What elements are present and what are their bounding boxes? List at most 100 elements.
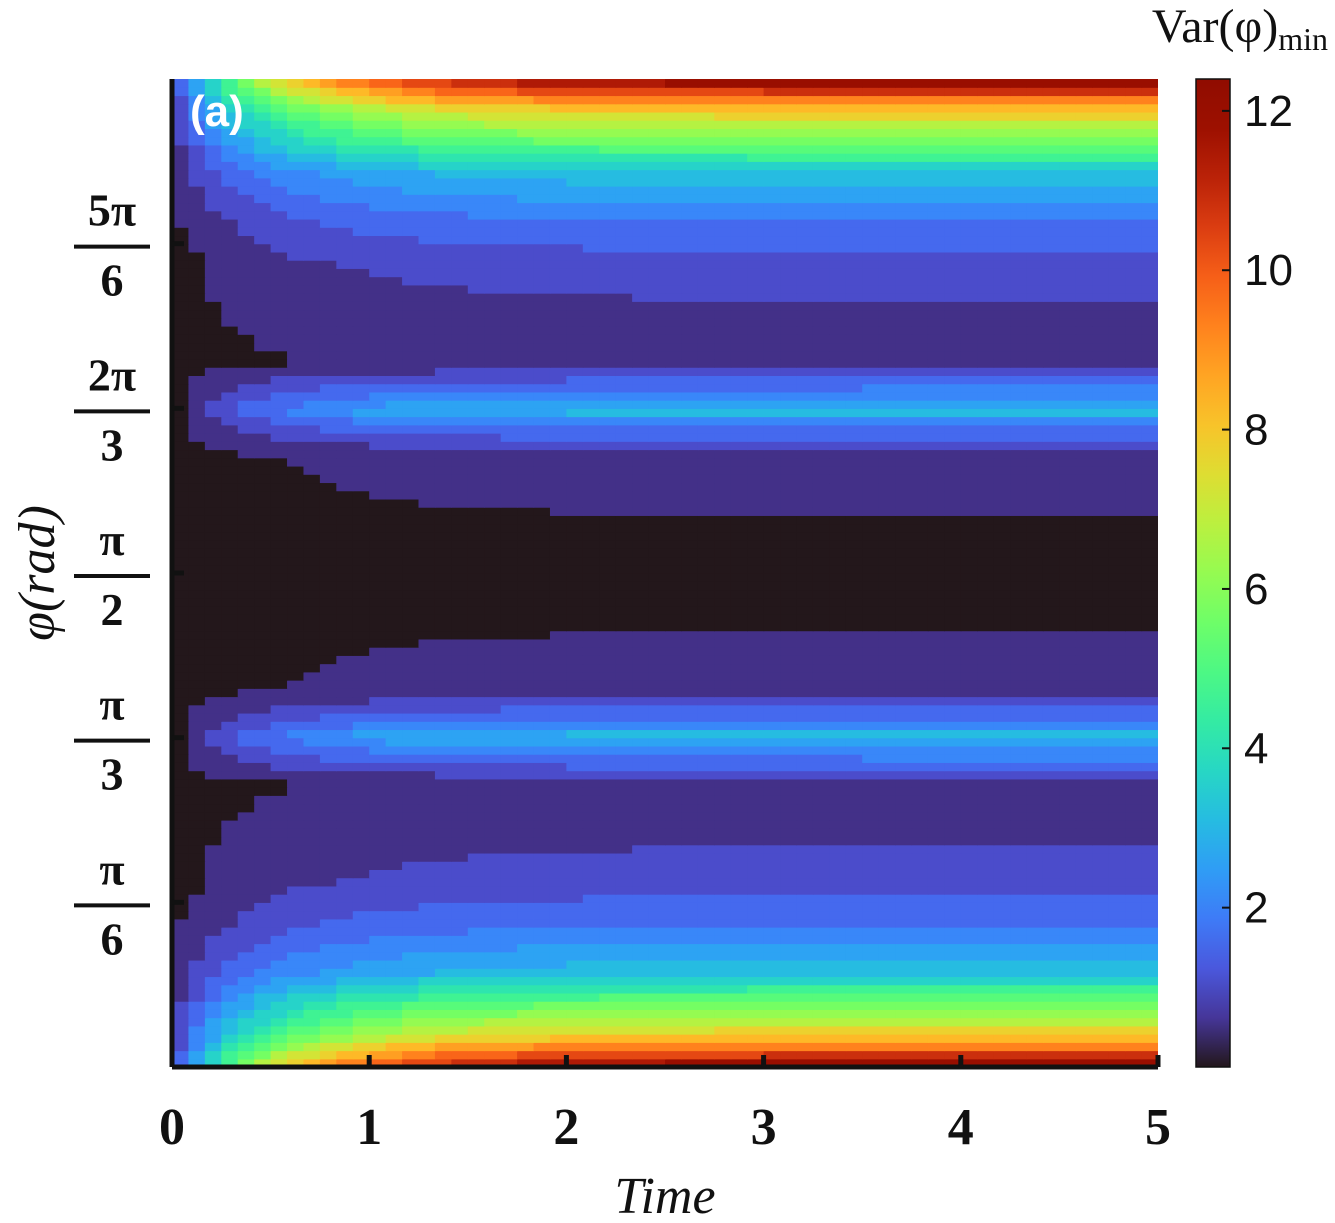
contour-cell (451, 745, 469, 755)
contour-cell (599, 490, 617, 500)
contour-cell (747, 828, 765, 838)
contour-cell (993, 391, 1011, 401)
contour-cell (1075, 597, 1093, 607)
contour-cell (763, 778, 781, 788)
contour-cell (418, 737, 436, 747)
contour-cell (517, 894, 535, 903)
contour-cell (484, 564, 502, 574)
contour-cell (385, 433, 403, 442)
contour-cell (763, 820, 781, 829)
contour-cell (697, 877, 715, 887)
contour-cell (665, 614, 683, 623)
contour-cell (681, 712, 699, 722)
contour-cell (1092, 680, 1110, 689)
contour-cell (237, 745, 255, 755)
contour-cell (1092, 507, 1110, 516)
contour-cell (944, 523, 962, 533)
contour-cell (434, 745, 452, 755)
contour-cell (270, 515, 288, 525)
contour-cell (517, 828, 535, 838)
contour-cell (467, 482, 485, 492)
contour-cell (254, 803, 272, 813)
contour-cell (845, 984, 863, 994)
contour-cell (204, 408, 222, 418)
contour-cell (665, 877, 683, 887)
contour-cell (845, 1017, 863, 1027)
contour-cell (763, 795, 781, 805)
contour-cell (829, 655, 847, 665)
contour-cell (582, 1050, 600, 1060)
contour-cell (878, 416, 896, 426)
contour-cell (221, 721, 239, 731)
contour-cell (484, 770, 502, 780)
contour-cell (434, 638, 452, 648)
contour-cell (434, 943, 452, 953)
contour-cell (1125, 490, 1143, 500)
contour-cell (287, 564, 305, 574)
contour-cell (911, 383, 929, 393)
contour-cell (336, 400, 354, 409)
contour-cell (911, 556, 929, 566)
contour-cell (1092, 811, 1110, 821)
contour-cell (599, 449, 617, 459)
contour-cell (927, 918, 945, 928)
contour-cell (796, 778, 814, 788)
contour-cell (697, 959, 715, 969)
contour-cell (1141, 1058, 1158, 1067)
contour-cell (352, 959, 370, 969)
contour-cell (434, 762, 452, 772)
contour-cell (237, 951, 255, 961)
contour-cell (254, 622, 272, 632)
contour-cell (1059, 614, 1077, 623)
contour-cell (1059, 630, 1077, 640)
contour-cell (500, 844, 518, 854)
contour-cell (960, 564, 978, 574)
contour-cell (845, 976, 863, 986)
contour-cell (862, 976, 880, 986)
contour-cell (484, 869, 502, 879)
contour-cell (648, 638, 666, 648)
contour-cell (1075, 729, 1093, 739)
contour-cell (500, 1025, 518, 1035)
contour-cell (418, 877, 436, 887)
contour-cell (418, 589, 436, 599)
contour-cell (665, 449, 683, 459)
contour-cell (1125, 474, 1143, 484)
contour-cell (336, 1050, 354, 1060)
contour-cell (319, 1050, 337, 1060)
contour-cell (632, 959, 650, 969)
contour-cell (862, 992, 880, 1002)
contour-cell (451, 992, 469, 1002)
contour-cell (681, 465, 699, 475)
contour-cell (1141, 795, 1158, 805)
contour-cell (665, 910, 683, 920)
contour-cell (352, 803, 370, 813)
contour-cell (648, 811, 666, 821)
contour-cell (500, 696, 518, 706)
contour-cell (1042, 778, 1060, 788)
contour-cell (747, 959, 765, 969)
contour-cell (418, 704, 436, 714)
contour-cell (467, 836, 485, 846)
contour-cell (467, 449, 485, 459)
contour-cell (665, 515, 683, 525)
contour-cell (582, 745, 600, 755)
contour-cell (517, 869, 535, 879)
contour-cell (878, 1050, 896, 1060)
contour-cell (484, 877, 502, 887)
contour-cell (451, 844, 469, 854)
contour-cell (336, 375, 354, 385)
contour-cell (287, 869, 305, 879)
contour-cell (944, 605, 962, 615)
contour-cell (221, 655, 239, 665)
contour-cell (927, 927, 945, 936)
contour-cell (862, 910, 880, 920)
contour-cell (993, 457, 1011, 467)
contour-cell (829, 416, 847, 426)
contour-cell (434, 820, 452, 829)
contour-cell (385, 605, 403, 615)
contour-cell (303, 663, 321, 673)
contour-cell (862, 803, 880, 813)
contour-cell (977, 507, 995, 516)
contour-cell (615, 688, 633, 698)
